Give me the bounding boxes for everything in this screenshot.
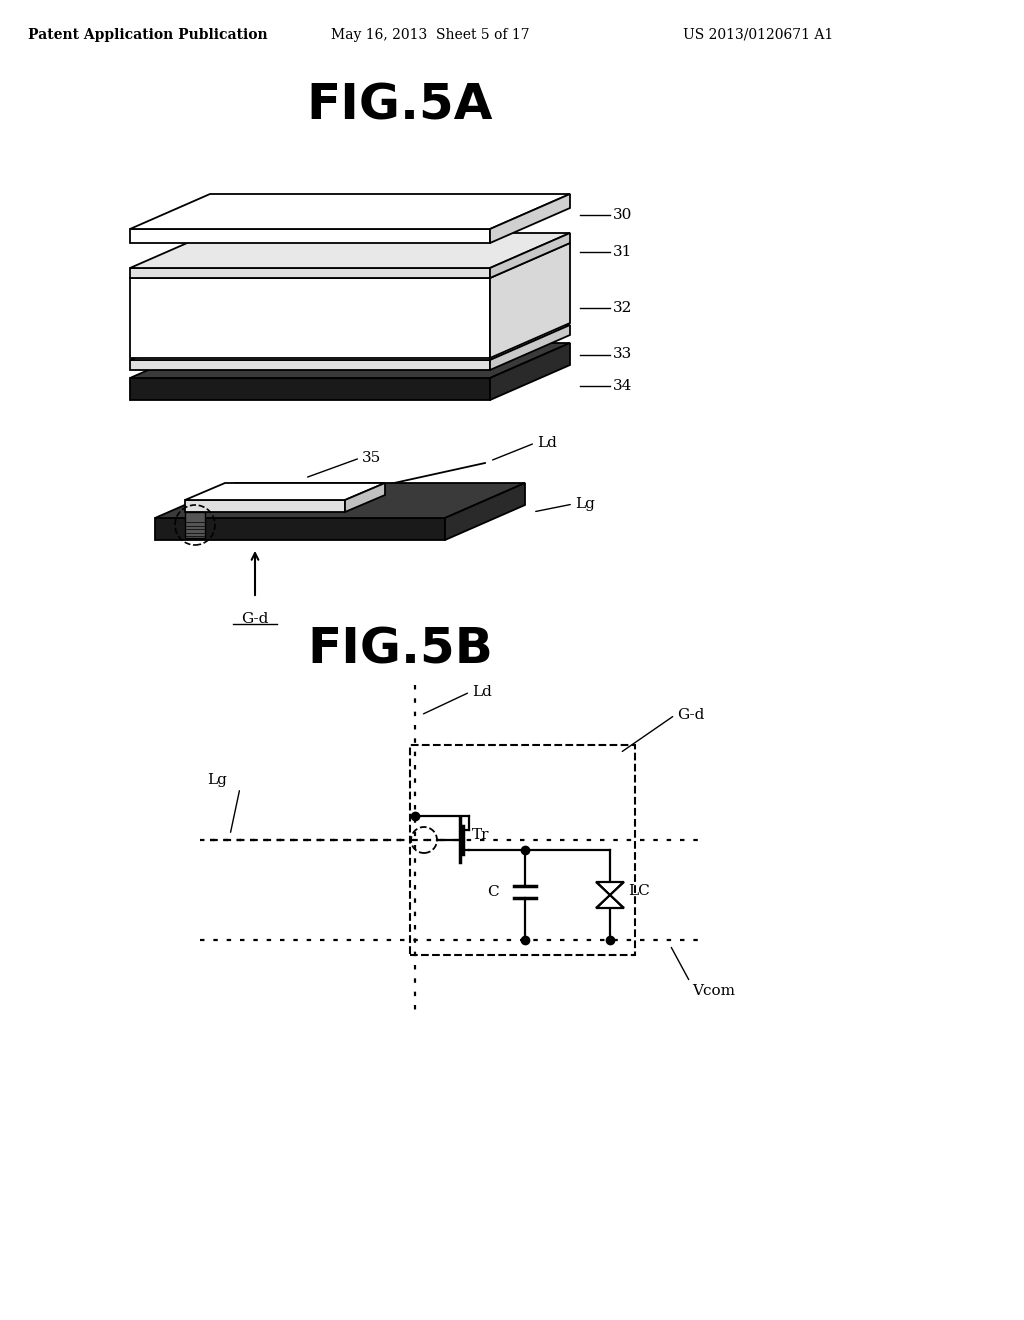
Text: G-d: G-d [677, 708, 705, 722]
Text: 32: 32 [613, 301, 633, 314]
Text: 34: 34 [613, 379, 633, 392]
Polygon shape [130, 325, 570, 360]
Polygon shape [130, 378, 490, 400]
Text: Vcom: Vcom [692, 983, 735, 998]
Text: Lg: Lg [207, 774, 227, 787]
Polygon shape [490, 194, 570, 243]
Polygon shape [155, 483, 525, 517]
Text: Patent Application Publication: Patent Application Publication [29, 28, 268, 42]
Text: C: C [487, 884, 499, 899]
Polygon shape [490, 325, 570, 370]
Polygon shape [130, 279, 490, 358]
Polygon shape [130, 234, 570, 268]
Text: 31: 31 [613, 246, 633, 259]
Text: Ld: Ld [537, 436, 557, 450]
Polygon shape [130, 243, 570, 279]
Text: FIG.5A: FIG.5A [307, 81, 494, 129]
Text: 30: 30 [613, 209, 633, 222]
Polygon shape [155, 517, 445, 540]
Text: 33: 33 [613, 347, 632, 362]
Polygon shape [130, 194, 570, 228]
Text: Ld: Ld [472, 685, 492, 700]
Text: Lg: Lg [575, 498, 595, 511]
Polygon shape [185, 512, 205, 539]
Polygon shape [596, 882, 624, 895]
Text: FIG.5B: FIG.5B [307, 626, 493, 675]
Polygon shape [445, 483, 525, 540]
Text: LC: LC [628, 884, 650, 898]
Polygon shape [490, 234, 570, 279]
Polygon shape [490, 343, 570, 400]
Polygon shape [345, 483, 385, 512]
Text: G-d: G-d [242, 612, 268, 626]
Polygon shape [185, 500, 345, 512]
Polygon shape [490, 243, 570, 358]
Text: Tr: Tr [472, 828, 489, 842]
Polygon shape [185, 483, 385, 500]
Polygon shape [130, 228, 490, 243]
Polygon shape [130, 268, 490, 279]
Text: 35: 35 [362, 451, 381, 465]
Polygon shape [130, 343, 570, 378]
Text: May 16, 2013  Sheet 5 of 17: May 16, 2013 Sheet 5 of 17 [331, 28, 529, 42]
Text: US 2013/0120671 A1: US 2013/0120671 A1 [683, 28, 834, 42]
Polygon shape [130, 360, 490, 370]
Polygon shape [596, 895, 624, 908]
Bar [410, 744, 635, 954]
